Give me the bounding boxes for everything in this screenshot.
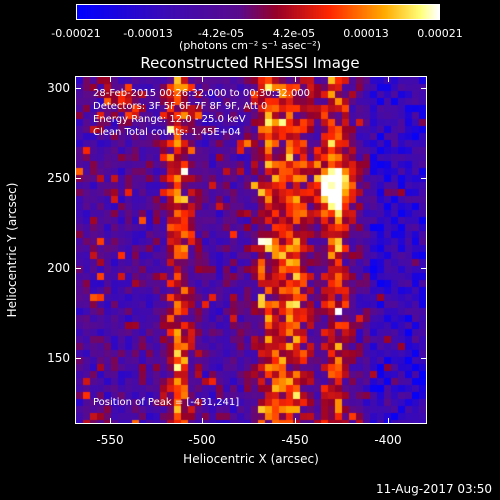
tick-mark bbox=[421, 358, 427, 359]
colorbar-tick: -0.00021 bbox=[51, 27, 101, 40]
x-tick-label: -400 bbox=[374, 433, 402, 447]
tick-mark bbox=[110, 76, 111, 82]
tick-mark bbox=[202, 418, 203, 424]
info-clean: Clean Total counts: 1.45E+04 bbox=[93, 127, 241, 138]
colorbar-unit: (photons cm⁻² s⁻¹ asec⁻²) bbox=[179, 39, 321, 52]
tick-mark bbox=[110, 418, 111, 424]
y-tick-label: 150 bbox=[47, 351, 70, 365]
timestamp: 11-Aug-2017 03:50 bbox=[375, 482, 492, 496]
tick-mark bbox=[202, 76, 203, 82]
y-tick-label: 200 bbox=[47, 261, 70, 275]
tick-mark bbox=[388, 418, 389, 424]
info-energy: Energy Range: 12.0 - 25.0 keV bbox=[93, 114, 246, 125]
tick-mark bbox=[295, 76, 296, 82]
x-tick-label: -550 bbox=[96, 433, 124, 447]
info-detectors: Detectors: 3F 5F 6F 7F 8F 9F, Att 0 bbox=[93, 101, 268, 112]
tick-mark bbox=[421, 88, 427, 89]
tick-mark bbox=[75, 178, 81, 179]
tick-mark bbox=[421, 178, 427, 179]
tick-mark bbox=[75, 88, 81, 89]
tick-mark bbox=[295, 418, 296, 424]
plot-title: Reconstructed RHESSI Image bbox=[140, 54, 360, 72]
tick-mark bbox=[388, 76, 389, 82]
y-axis-label: Heliocentric Y (arcsec) bbox=[5, 182, 19, 318]
x-tick-label: -500 bbox=[188, 433, 216, 447]
colorbar-tick: 0.00013 bbox=[343, 27, 389, 40]
info-time: 28-Feb-2015 00:26:32.000 to 00:30:32.000 bbox=[93, 88, 311, 99]
tick-mark bbox=[421, 268, 427, 269]
y-tick-label: 250 bbox=[47, 171, 70, 185]
info-peak: Position of Peak = [-431,241] bbox=[93, 397, 240, 408]
image-plot bbox=[75, 76, 427, 424]
tick-mark bbox=[75, 268, 81, 269]
colorbar bbox=[76, 4, 440, 20]
colorbar-tick: -0.00013 bbox=[123, 27, 173, 40]
y-tick-label: 300 bbox=[47, 81, 70, 95]
colorbar-tick: -4.2e-05 bbox=[197, 27, 245, 40]
colorbar-tick: 4.2e-05 bbox=[272, 27, 316, 40]
colorbar-tick: 0.00021 bbox=[417, 27, 463, 40]
x-axis-label: Heliocentric X (arcsec) bbox=[183, 452, 319, 466]
rhessi-image bbox=[76, 77, 426, 423]
x-tick-label: -450 bbox=[281, 433, 309, 447]
tick-mark bbox=[75, 358, 81, 359]
